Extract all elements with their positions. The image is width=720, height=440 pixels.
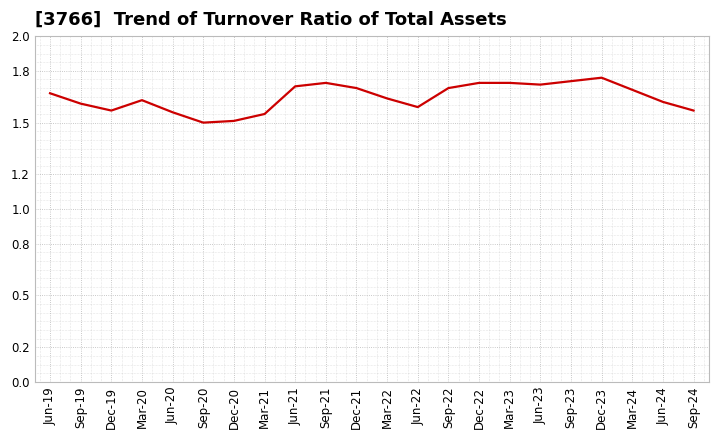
Text: [3766]  Trend of Turnover Ratio of Total Assets: [3766] Trend of Turnover Ratio of Total …	[35, 11, 506, 29]
